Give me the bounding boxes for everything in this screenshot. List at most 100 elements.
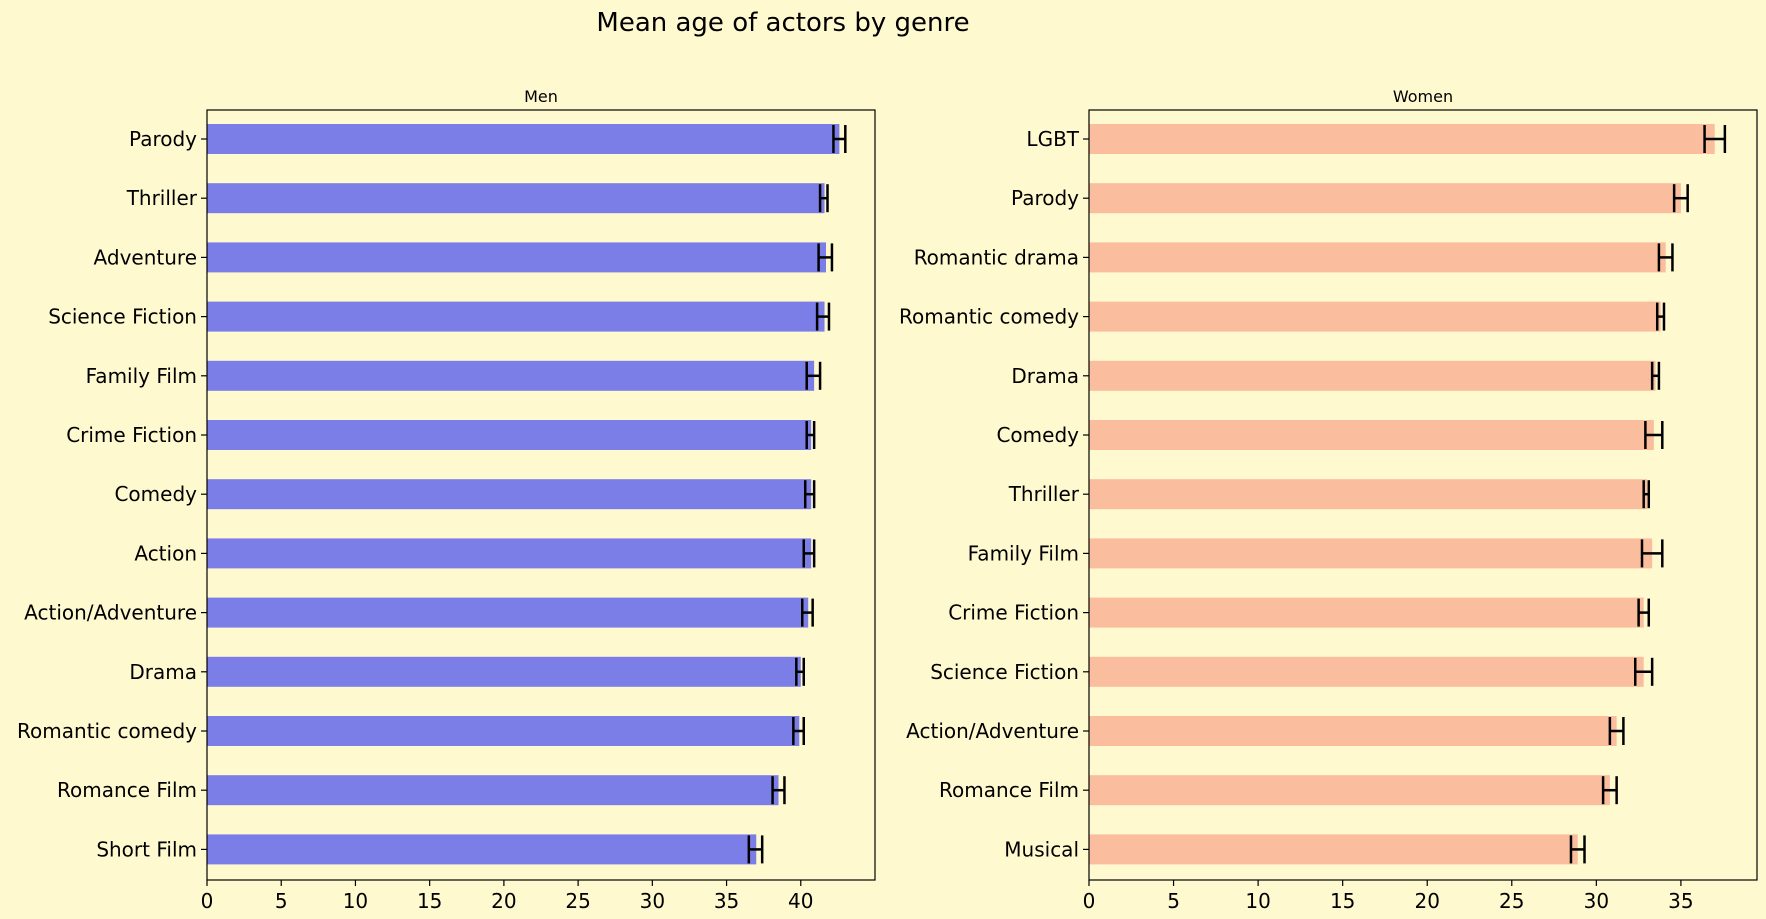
women-error-bar [1642,480,1651,509]
men-error-bar [805,421,816,449]
men-bar [207,420,812,450]
women-bar [1089,301,1661,332]
men-error-bar [801,598,814,627]
men-axes-frame [206,109,876,881]
women-category-label: Musical [1004,837,1079,861]
men-bar [207,479,812,510]
men-bar [207,775,779,806]
men-bar [207,301,825,332]
women-panel: Women LGBT Parody Romantic drama Romantic co… [899,87,1758,913]
women-bar [1089,360,1656,391]
men-panel: Men Parody Thriller Adventure Science Fictio… [17,87,876,913]
women-error-bar [1655,302,1666,331]
men-x-tick-label: 15 [417,889,442,913]
men-bar [207,360,815,391]
women-bar [1089,479,1648,510]
women-bar [1089,420,1654,450]
men-x-tick-label: 5 [275,889,288,913]
women-category-label: Romantic comedy [899,305,1079,329]
men-error-bar [792,717,805,745]
women-subtitle: Women [1393,87,1453,106]
men-error-bar [805,361,822,390]
women-bar [1089,834,1578,865]
men-x-tick-label: 20 [491,889,516,913]
women-category-label: Romantic drama [914,245,1079,269]
women-category-label: Science Fiction [930,660,1079,684]
women-category-label: Romance Film [939,778,1079,802]
women-error-bar [1637,598,1651,627]
women-bar [1089,656,1644,687]
women-x-tick-label: 10 [1245,889,1270,913]
women-error-bar [1650,361,1661,390]
women-bar [1089,124,1715,154]
men-category-label: Action [134,541,197,565]
women-x-tick-label: 25 [1499,889,1524,913]
men-error-bar [803,480,816,509]
men-x-tick-label: 25 [565,889,590,913]
women-bar [1089,538,1653,569]
men-x-tick-label: 0 [201,889,214,913]
women-category-label: Crime Fiction [948,601,1079,625]
men-error-bar [802,539,816,568]
men-bar [207,242,827,273]
women-x-tick-label: 5 [1167,889,1180,913]
men-category-label: Romance Film [57,778,197,802]
women-error-bar [1601,776,1618,805]
men-category-label: Romantic comedy [17,719,197,743]
men-error-bar [747,835,764,864]
women-error-bar [1633,657,1654,686]
men-category-label: Family Film [86,364,197,388]
women-bar [1089,716,1617,746]
men-subtitle: Men [524,87,558,106]
women-bar [1089,597,1644,628]
women-x-tick-label: 0 [1083,889,1096,913]
women-category-label: Thriller [1008,482,1080,506]
men-bar [207,124,840,154]
men-bar [207,538,812,569]
men-error-bar [817,243,834,272]
women-error-bar [1672,184,1689,213]
men-x-tick-label: 40 [788,889,813,913]
men-error-bar [818,184,829,213]
women-x-tick-label: 20 [1415,889,1440,913]
women-x-tick-label: 35 [1668,889,1693,913]
men-x-tick-label: 35 [714,889,739,913]
women-error-bar [1644,421,1664,449]
men-bar [207,834,757,865]
women-category-label: LGBT [1026,127,1079,151]
men-category-label: Thriller [126,186,198,210]
men-x-tick-label: 10 [343,889,368,913]
men-category-label: Adventure [94,245,197,269]
women-error-bar [1640,539,1664,568]
chart-title: Mean age of actors by genre [596,8,969,38]
women-bar [1089,242,1666,273]
women-error-bar [1569,835,1586,864]
men-bar [207,597,809,628]
women-x-tick-label: 30 [1584,889,1609,913]
women-category-label: Family Film [968,541,1079,565]
men-error-bar [771,776,786,805]
men-category-label: Drama [129,660,197,684]
men-category-label: Action/Adventure [24,601,197,625]
men-error-bar [815,302,831,331]
men-bar [207,183,825,214]
women-axes-frame [1088,109,1758,881]
women-error-bar [1608,717,1625,745]
women-x-tick-label: 15 [1330,889,1355,913]
women-category-label: Comedy [996,423,1079,447]
women-error-bar [1703,125,1727,153]
men-category-label: Parody [129,127,197,151]
men-x-tick-label: 30 [640,889,665,913]
men-bar [207,716,800,746]
women-category-label: Action/Adventure [906,719,1079,743]
women-bar [1089,183,1681,214]
women-category-label: Drama [1011,364,1079,388]
men-bar [207,656,801,687]
women-category-label: Parody [1011,186,1079,210]
men-category-label: Short Film [96,837,197,861]
men-category-label: Crime Fiction [66,423,197,447]
men-error-bar [795,657,805,686]
men-category-label: Comedy [114,482,197,506]
women-error-bar [1657,243,1674,272]
